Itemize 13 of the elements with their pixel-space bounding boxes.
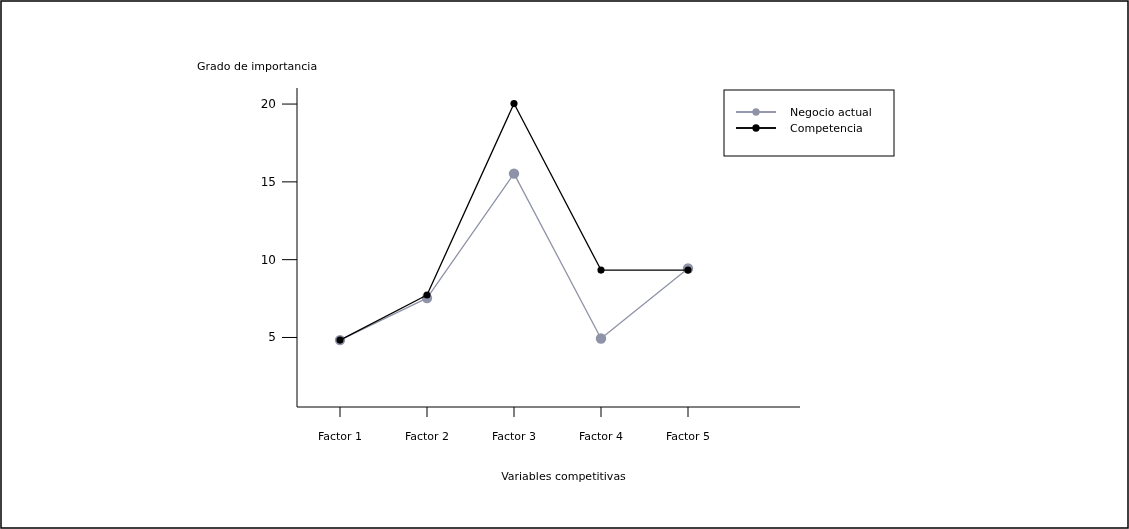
y-tick-label: 15 [260, 174, 276, 189]
legend-label: Negocio actual [790, 106, 872, 119]
y-axis-title: Grado de importancia [197, 60, 318, 73]
y-tick-label: 20 [260, 96, 276, 111]
x-tick-label: Factor 3 [491, 430, 537, 443]
x-tick-label: Factor 4 [578, 430, 624, 443]
x-tick-label: Factor 1 [317, 430, 363, 443]
x-tick-label: Factor 2 [404, 430, 450, 443]
legend-label: Competencia [790, 122, 863, 135]
x-tick-label: Factor 5 [665, 430, 711, 443]
x-axis-title: Variables competitivas [501, 470, 627, 483]
y-tick-label: 5 [268, 330, 276, 345]
y-tick-label: 10 [260, 252, 276, 267]
